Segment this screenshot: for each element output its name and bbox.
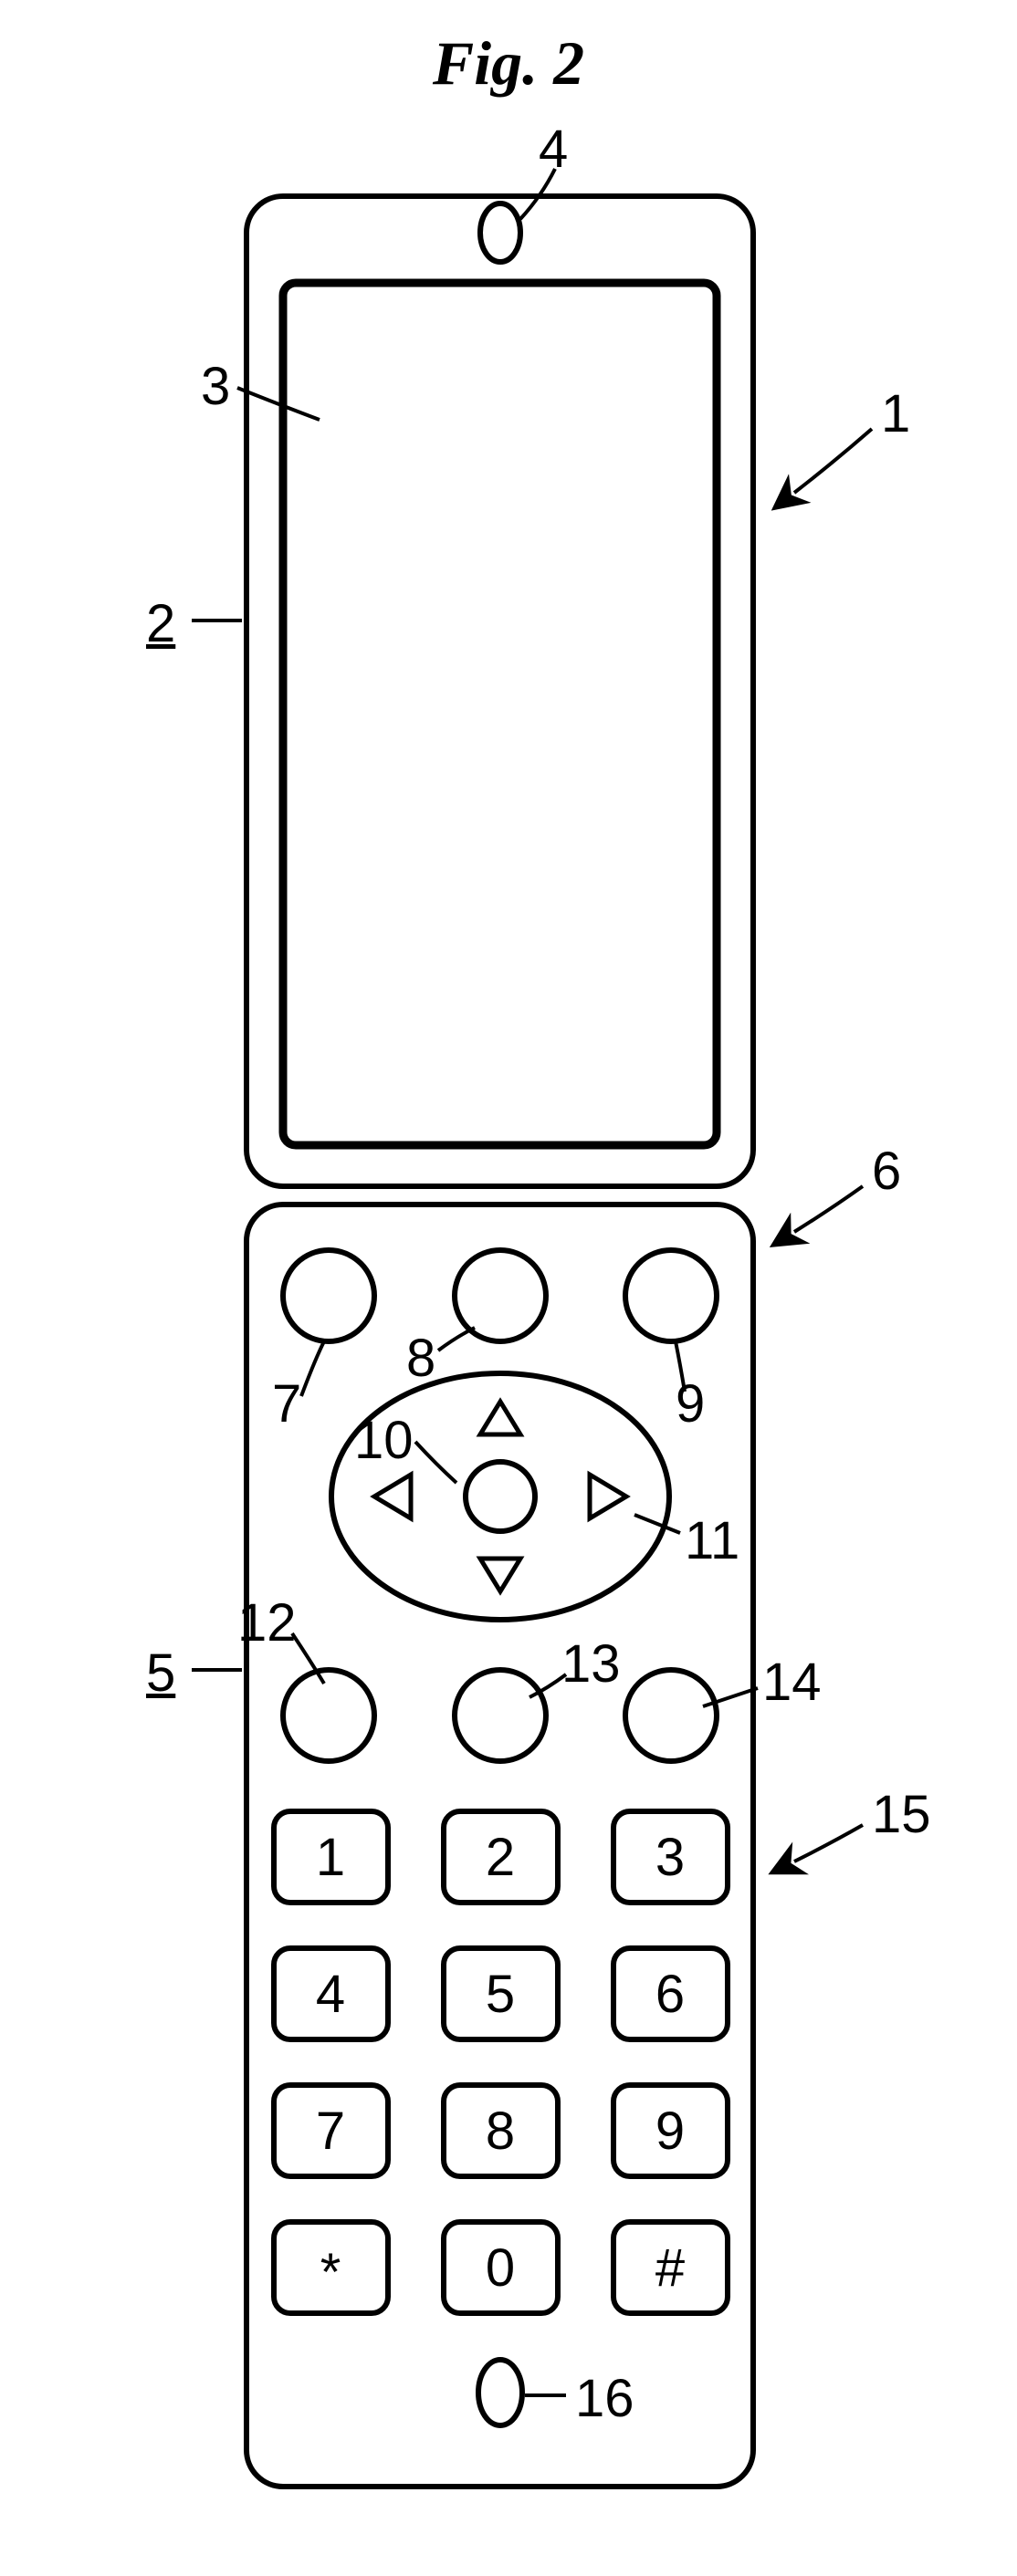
callout-11: 11	[685, 1510, 739, 1571]
dpad-right-icon	[590, 1475, 626, 1518]
callout-14: 14	[762, 1652, 822, 1713]
key-2: 2	[486, 1828, 515, 1887]
func-button-14	[625, 1670, 717, 1761]
func-button-9	[625, 1250, 717, 1341]
func-button-8	[455, 1250, 546, 1341]
dpad-down-icon	[480, 1559, 520, 1591]
callout-13: 13	[561, 1633, 621, 1695]
callout-9: 9	[676, 1373, 705, 1434]
leader-lines	[192, 169, 872, 2395]
callout-10: 10	[354, 1410, 414, 1471]
key-8: 8	[486, 2101, 515, 2161]
func-button-13	[455, 1670, 546, 1761]
key-1: 1	[316, 1828, 345, 1887]
callout-8: 8	[406, 1328, 435, 1389]
callout-6: 6	[872, 1141, 901, 1202]
func-button-12	[283, 1670, 374, 1761]
numeric-keypad: 1 2 3 4 5 6 7 8 9 * 0 #	[274, 1811, 728, 2313]
callout-15: 15	[872, 1784, 931, 1845]
callout-12: 12	[237, 1592, 297, 1653]
dpad-up-icon	[480, 1402, 520, 1434]
callout-16: 16	[575, 2368, 634, 2429]
key-5: 5	[486, 1965, 515, 2024]
key-hash: #	[655, 2238, 685, 2298]
earpiece	[480, 203, 520, 262]
microphone	[478, 2360, 522, 2425]
callout-1: 1	[881, 383, 910, 444]
key-0: 0	[486, 2238, 515, 2298]
key-star: *	[320, 2243, 341, 2302]
callout-5: 5	[146, 1643, 175, 1704]
key-3: 3	[655, 1828, 685, 1887]
callout-7: 7	[272, 1373, 301, 1434]
callout-3: 3	[201, 356, 230, 417]
func-button-7	[283, 1250, 374, 1341]
diagram-svg: 1 2 3 4 5 6 7 8 9 * 0 #	[0, 0, 1017, 2576]
key-9: 9	[655, 2101, 685, 2161]
figure-page: Fig. 2	[0, 0, 1017, 2576]
dpad-left-icon	[374, 1475, 411, 1518]
key-7: 7	[316, 2101, 345, 2161]
display-screen	[283, 283, 717, 1145]
callout-2: 2	[146, 593, 175, 654]
key-6: 6	[655, 1965, 685, 2024]
callout-4: 4	[539, 119, 568, 180]
dpad-center	[466, 1462, 535, 1531]
key-4: 4	[316, 1965, 345, 2024]
upper-body	[246, 196, 753, 1186]
